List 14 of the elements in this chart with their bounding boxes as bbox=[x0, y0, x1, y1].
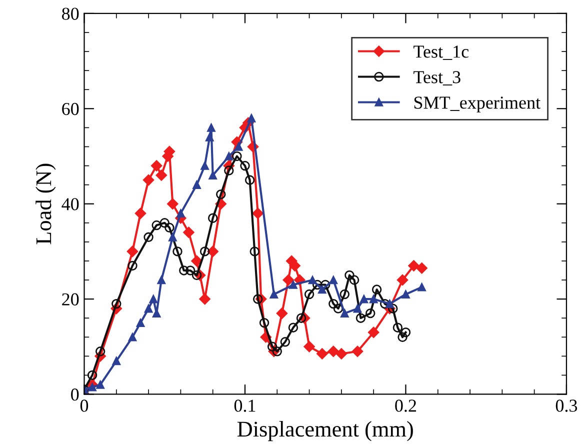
y-tick-label: 60 bbox=[62, 102, 79, 116]
x-tick-label: 0.1 bbox=[234, 400, 256, 412]
x-tick-label: 0.3 bbox=[556, 400, 578, 412]
y-tick-label: 0 bbox=[71, 388, 79, 401]
y-tick-label: 40 bbox=[62, 198, 79, 210]
x-tick-label: 0 bbox=[80, 400, 88, 412]
y-tick-label: 20 bbox=[62, 293, 79, 306]
legend-label: Test_3 bbox=[414, 71, 460, 86]
y-axis-title: Load (N) bbox=[36, 164, 56, 244]
x-axis-title: Displacement (mm) bbox=[237, 421, 413, 442]
x-tick-label: 0.2 bbox=[395, 400, 416, 412]
legend-label: Test_1c bbox=[414, 46, 469, 60]
y-tick-label: 80 bbox=[62, 8, 79, 20]
legend-label: SMT_experiment bbox=[414, 96, 540, 112]
